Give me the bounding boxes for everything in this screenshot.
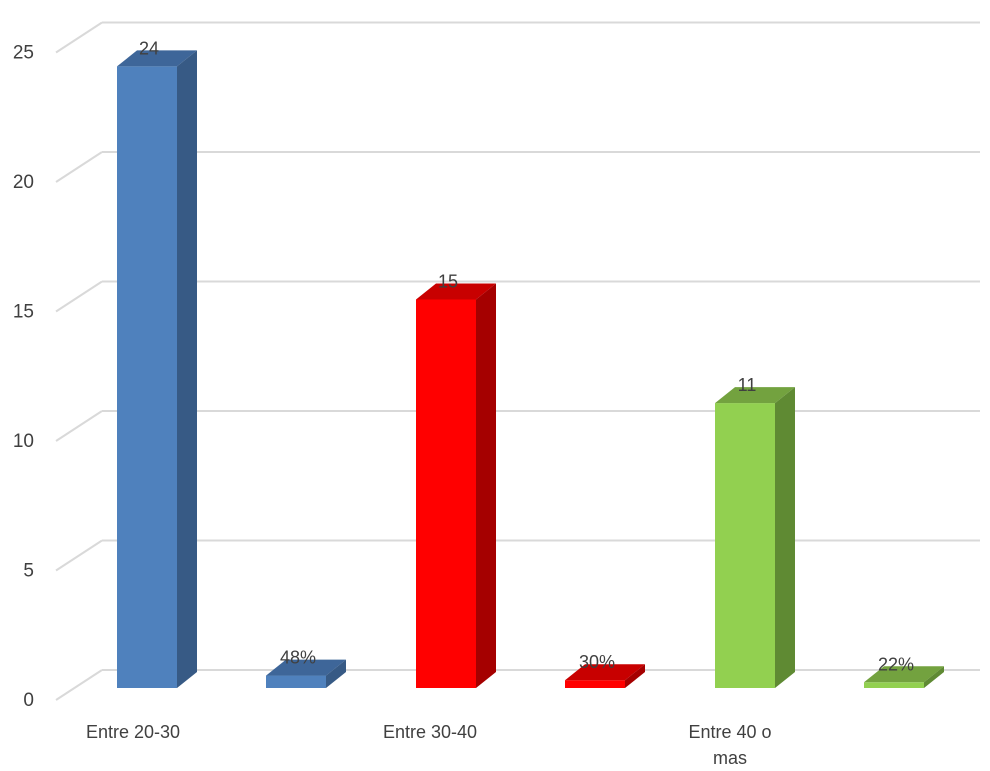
data-label: 11	[738, 375, 757, 395]
bar	[117, 50, 197, 688]
data-labels: 24 48% 15 30% 11 22%	[139, 38, 914, 674]
data-label: 30%	[579, 652, 615, 672]
bar-front	[416, 299, 476, 688]
y-tick-label: 25	[13, 43, 34, 64]
y-tick-label: 10	[13, 431, 34, 452]
x-axis-categories: Entre 20-30 Entre 30-40 Entre 40 o mas	[86, 722, 772, 768]
gridline-diagonal	[55, 151, 103, 183]
bar-side	[775, 387, 795, 688]
bar-side	[177, 50, 197, 688]
gridline-diagonal	[55, 21, 103, 54]
bar	[416, 283, 496, 688]
gridline-diagonal	[55, 410, 103, 442]
bar-top	[715, 387, 795, 404]
bar-front	[266, 675, 326, 688]
y-tick-label: 0	[23, 690, 34, 711]
data-label: 48%	[280, 648, 316, 668]
bar-side	[625, 664, 645, 688]
category-label-line: Entre 40 o	[688, 722, 771, 742]
y-tick-label: 15	[13, 302, 34, 323]
bar	[864, 666, 944, 688]
bar-side	[924, 666, 944, 688]
bar	[715, 387, 795, 688]
gridline-diagonal	[55, 669, 103, 701]
data-label: 22%	[878, 654, 914, 674]
category-label-line: Entre 30-40	[383, 722, 477, 742]
bar-front	[565, 680, 625, 688]
bar-front	[864, 682, 924, 688]
category-label: Entre 20-30	[86, 722, 180, 742]
bar-side	[326, 659, 346, 688]
bar-top	[864, 666, 944, 683]
bar	[565, 664, 645, 688]
category-label: Entre 40 o mas	[688, 722, 771, 768]
bars	[117, 50, 944, 688]
category-label-line: mas	[713, 748, 747, 768]
bar	[266, 659, 346, 688]
y-tick-label: 5	[23, 561, 34, 582]
category-label: Entre 30-40	[383, 722, 477, 742]
bar-front	[117, 66, 177, 688]
bar-top	[117, 50, 197, 67]
bar-side	[476, 283, 496, 688]
gridlines	[55, 21, 980, 701]
gridline-diagonal	[55, 280, 103, 313]
y-axis-ticks: 0 5 10 15 20 25	[13, 43, 34, 712]
bar-top	[416, 283, 496, 300]
bar-front	[715, 403, 775, 688]
gridline-diagonal	[55, 539, 103, 572]
y-tick-label: 20	[13, 172, 34, 193]
bar-top	[266, 659, 346, 676]
data-label: 24	[139, 38, 159, 58]
category-label-line: Entre 20-30	[86, 722, 180, 742]
bar-top	[565, 664, 645, 681]
data-label: 15	[438, 272, 458, 292]
